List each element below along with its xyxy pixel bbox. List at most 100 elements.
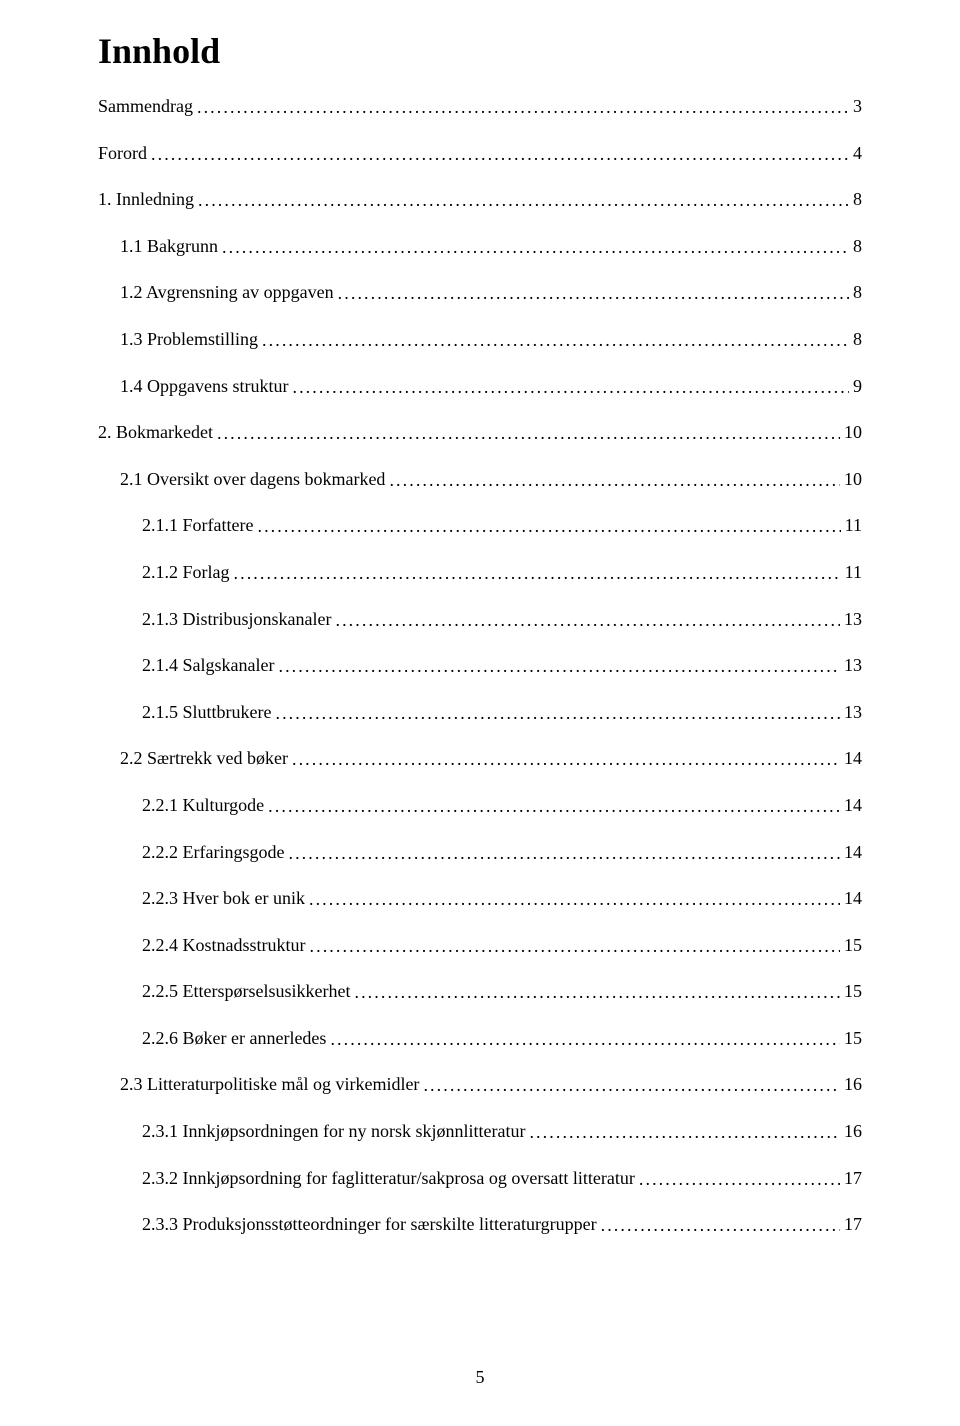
toc-label: 2.2.2 Erfaringsgode — [142, 842, 286, 864]
toc-page: 14 — [840, 888, 862, 910]
toc-page: 9 — [849, 376, 862, 398]
toc-leader: ........................................… — [266, 796, 840, 818]
toc-leader: ........................................… — [286, 843, 840, 865]
toc-page: 8 — [849, 329, 862, 351]
toc-leader: ........................................… — [421, 1075, 840, 1097]
toc-page: 13 — [840, 702, 862, 724]
toc-page: 4 — [849, 143, 862, 165]
toc-label: 2.1.2 Forlag — [142, 562, 232, 584]
toc-row: 1.1 Bakgrunn............................… — [98, 236, 862, 258]
toc-leader: ........................................… — [637, 1169, 840, 1191]
toc-row: 2.1.4 Salgskanaler......................… — [98, 655, 862, 677]
toc-label: 2.2.3 Hver bok er unik — [142, 888, 307, 910]
toc-page: 10 — [840, 422, 862, 444]
toc-label: 1.4 Oppgavens struktur — [120, 376, 290, 398]
toc-row: 1.2 Avgrensning av oppgaven.............… — [98, 282, 862, 304]
toc-label: 2.1 Oversikt over dagens bokmarked — [120, 469, 387, 491]
toc-label: 2.3.2 Innkjøpsordning for faglitteratur/… — [142, 1168, 637, 1190]
toc-page: 15 — [840, 1028, 862, 1050]
toc-page: 16 — [840, 1121, 862, 1143]
toc-leader: ........................................… — [328, 1029, 840, 1051]
toc-row: 2.2.4 Kostnadsstruktur..................… — [98, 935, 862, 957]
toc-label: 2.1.3 Distribusjonskanaler — [142, 609, 333, 631]
toc-page: 14 — [840, 795, 862, 817]
toc-leader: ........................................… — [273, 703, 840, 725]
toc-label: 2.2.1 Kulturgode — [142, 795, 266, 817]
page: Innhold Sammendrag......................… — [0, 0, 960, 1426]
toc-label: 2.3.3 Produksjonsstøtteordninger for sær… — [142, 1214, 599, 1236]
toc-leader: ........................................… — [352, 982, 840, 1004]
toc-leader: ........................................… — [336, 283, 849, 305]
toc-row: 2.3 Litteraturpolitiske mål og virkemidl… — [98, 1074, 862, 1096]
toc-page: 11 — [841, 515, 862, 537]
toc-row: 2.2 Særtrekk ved bøker..................… — [98, 748, 862, 770]
toc-row: 2.2.3 Hver bok er unik..................… — [98, 888, 862, 910]
toc-leader: ........................................… — [276, 656, 840, 678]
toc-page: 14 — [840, 842, 862, 864]
toc-row: 2.1.2 Forlag............................… — [98, 562, 862, 584]
toc-leader: ........................................… — [307, 889, 840, 911]
page-title: Innhold — [98, 30, 862, 72]
toc-row: Forord..................................… — [98, 143, 862, 165]
toc-leader: ........................................… — [599, 1215, 840, 1237]
toc-leader: ........................................… — [387, 470, 840, 492]
toc-leader: ........................................… — [196, 190, 849, 212]
toc-label: 2. Bokmarkedet — [98, 422, 215, 444]
toc-row: 2.2.2 Erfaringsgode.....................… — [98, 842, 862, 864]
toc-page: 13 — [840, 655, 862, 677]
toc-row: 2.1.3 Distribusjonskanaler..............… — [98, 609, 862, 631]
toc-row: 2. Bokmarkedet..........................… — [98, 422, 862, 444]
toc-page: 17 — [840, 1214, 862, 1236]
toc-label: 1.1 Bakgrunn — [120, 236, 220, 258]
toc-page: 14 — [840, 748, 862, 770]
toc-page: 11 — [841, 562, 862, 584]
toc-row: 2.3.3 Produksjonsstøtteordninger for sær… — [98, 1214, 862, 1236]
toc-label: 2.3.1 Innkjøpsordningen for ny norsk skj… — [142, 1121, 527, 1143]
toc-page: 10 — [840, 469, 862, 491]
toc-leader: ........................................… — [333, 610, 840, 632]
toc-leader: ........................................… — [255, 516, 840, 538]
toc-page: 3 — [849, 96, 862, 118]
toc-leader: ........................................… — [215, 423, 840, 445]
toc-page: 15 — [840, 935, 862, 957]
toc-label: Sammendrag — [98, 96, 195, 118]
toc-page: 8 — [849, 189, 862, 211]
toc-row: 1.3 Problemstilling.....................… — [98, 329, 862, 351]
toc-label: 2.2 Særtrekk ved bøker — [120, 748, 290, 770]
toc-label: 1.2 Avgrensning av oppgaven — [120, 282, 336, 304]
toc-label: 1.3 Problemstilling — [120, 329, 260, 351]
toc-leader: ........................................… — [290, 377, 849, 399]
toc-label: 2.1.1 Forfattere — [142, 515, 255, 537]
toc-leader: ........................................… — [149, 144, 849, 166]
toc-row: 2.3.2 Innkjøpsordning for faglitteratur/… — [98, 1168, 862, 1190]
toc-row: 2.1.5 Sluttbrukere......................… — [98, 702, 862, 724]
toc-row: 2.3.1 Innkjøpsordningen for ny norsk skj… — [98, 1121, 862, 1143]
toc-page: 13 — [840, 609, 862, 631]
toc-leader: ........................................… — [260, 330, 849, 352]
toc-label: 2.2.4 Kostnadsstruktur — [142, 935, 308, 957]
toc-leader: ........................................… — [308, 936, 841, 958]
toc-leader: ........................................… — [290, 749, 840, 771]
toc-label: 2.2.6 Bøker er annerledes — [142, 1028, 328, 1050]
toc-row: 2.1 Oversikt over dagens bokmarked......… — [98, 469, 862, 491]
toc-label: 2.1.5 Sluttbrukere — [142, 702, 273, 724]
toc-label: 2.2.5 Etterspørselsusikkerhet — [142, 981, 352, 1003]
page-number: 5 — [0, 1367, 960, 1388]
toc-label: 2.3 Litteraturpolitiske mål og virkemidl… — [120, 1074, 421, 1096]
toc-row: 2.2.1 Kulturgode........................… — [98, 795, 862, 817]
toc-leader: ........................................… — [195, 97, 849, 119]
toc-row: Sammendrag..............................… — [98, 96, 862, 118]
toc-label: 2.1.4 Salgskanaler — [142, 655, 276, 677]
toc-leader: ........................................… — [527, 1122, 840, 1144]
toc-row: 1.4 Oppgavens struktur..................… — [98, 376, 862, 398]
toc-row: 1. Innledning...........................… — [98, 189, 862, 211]
toc-page: 16 — [840, 1074, 862, 1096]
table-of-contents: Sammendrag..............................… — [98, 96, 862, 1261]
toc-label: 1. Innledning — [98, 189, 196, 211]
toc-leader: ........................................… — [220, 237, 849, 259]
toc-page: 15 — [840, 981, 862, 1003]
toc-label: Forord — [98, 143, 149, 165]
toc-row: 2.2.5 Etterspørselsusikkerhet...........… — [98, 981, 862, 1003]
toc-page: 17 — [840, 1168, 862, 1190]
toc-leader: ........................................… — [232, 563, 841, 585]
